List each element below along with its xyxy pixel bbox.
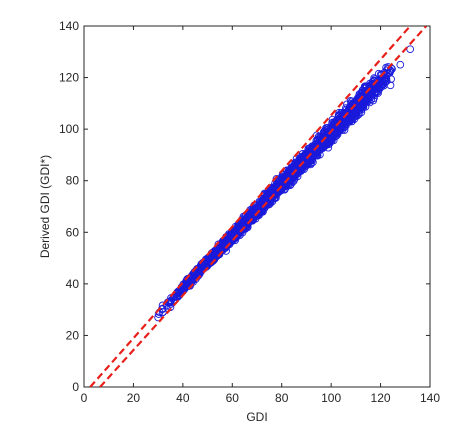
scatter-point <box>386 81 395 90</box>
scatter-point <box>183 280 192 288</box>
scatter-point <box>265 194 274 203</box>
x-tick-label: 40 <box>176 391 190 405</box>
scatter-point <box>327 127 335 136</box>
scatter-point <box>191 272 200 280</box>
scatter-point <box>348 114 357 123</box>
y-tick-label: 100 <box>59 122 79 136</box>
scatter-point <box>340 113 349 122</box>
scatter-point <box>371 84 380 92</box>
y-axis-title: Derived GDI (GDI*) <box>38 155 52 258</box>
x-tick-label: 100 <box>321 391 341 405</box>
scatter-point <box>364 94 373 103</box>
scatter-point <box>230 228 239 237</box>
scatter-point <box>360 84 368 93</box>
scatter-point <box>179 285 187 293</box>
scatter-point <box>285 172 294 181</box>
y-tick-label: 0 <box>72 380 79 394</box>
scatter-point <box>335 124 343 133</box>
y-tick-label: 120 <box>59 71 79 85</box>
scatter-point <box>240 224 249 233</box>
reference-line <box>99 26 428 387</box>
scatter-point <box>362 82 371 91</box>
scatter-point <box>271 189 279 197</box>
scatter-point <box>266 189 274 198</box>
y-tick-label: 60 <box>66 225 80 239</box>
y-tick-label: 40 <box>66 277 80 291</box>
scatter-point <box>347 99 355 108</box>
y-tick-label: 140 <box>59 19 79 33</box>
reference-line <box>89 26 412 387</box>
scatter-point <box>370 79 379 88</box>
scatter-point <box>282 176 291 185</box>
scatter-point <box>177 286 186 294</box>
points-layer <box>154 45 415 322</box>
scatter-point <box>352 102 360 110</box>
scatter-point <box>166 298 175 307</box>
scatter-point <box>376 78 385 87</box>
x-tick-label: 0 <box>81 391 88 405</box>
scatter-point <box>272 187 281 195</box>
scatter-point <box>301 150 310 158</box>
scatter-point <box>328 119 336 127</box>
x-tick-label: 20 <box>127 391 141 405</box>
scatter-point <box>307 148 316 157</box>
scatter-point <box>302 153 311 162</box>
scatter-point <box>396 60 405 69</box>
reference-lines-layer <box>89 26 428 387</box>
scatter-point <box>223 234 232 243</box>
x-tick-label: 60 <box>226 391 240 405</box>
scatter-point <box>233 225 242 234</box>
scatter-point <box>231 234 240 242</box>
scatter-point <box>340 123 348 132</box>
scatter-point <box>368 84 376 92</box>
x-tick-label: 80 <box>275 391 289 405</box>
scatter-point <box>297 161 306 170</box>
scatter-point <box>291 159 300 168</box>
y-tick-label: 20 <box>66 328 80 342</box>
x-tick-label: 120 <box>371 391 391 405</box>
scatter-point <box>331 129 339 137</box>
scatter-point <box>317 136 325 145</box>
x-tick-label: 140 <box>420 391 440 405</box>
scatter-point <box>298 165 307 173</box>
y-tick-label: 80 <box>66 174 80 188</box>
scatter-point <box>249 211 258 220</box>
ticks-layer: 0 20 40 60 80 100 120 140 0 20 40 60 80 100 120 140 <box>59 19 440 405</box>
x-axis-title: GDI <box>246 410 267 424</box>
scatter-point <box>261 200 269 209</box>
scatter-point <box>249 205 258 214</box>
